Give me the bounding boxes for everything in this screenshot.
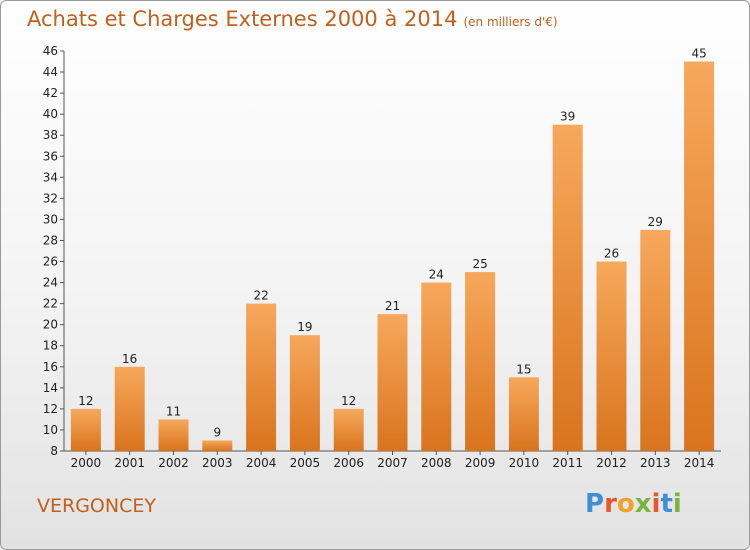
- y-tick-label: 26: [43, 255, 58, 269]
- bar: [333, 408, 364, 451]
- bar: [377, 314, 408, 451]
- x-tick-label: 2014: [684, 456, 715, 470]
- x-tick-label: 2000: [71, 456, 102, 470]
- x-tick-label: 2012: [596, 456, 627, 470]
- bar: [289, 335, 320, 451]
- x-tick-label: 2003: [202, 456, 233, 470]
- logo-letter: t: [660, 489, 673, 519]
- y-tick-label: 34: [43, 170, 58, 184]
- bar: [596, 261, 627, 451]
- x-tick-label: 2009: [465, 456, 496, 470]
- data-label: 24: [429, 268, 444, 282]
- bar: [202, 440, 233, 451]
- bar: [508, 377, 539, 451]
- y-tick-label: 20: [43, 318, 58, 332]
- y-tick-label: 18: [43, 339, 58, 353]
- y-tick-label: 36: [43, 149, 58, 163]
- y-tick-label: 38: [43, 128, 58, 142]
- bar: [640, 229, 671, 451]
- data-label: 12: [78, 394, 93, 408]
- x-tick-label: 2004: [246, 456, 277, 470]
- y-tick-label: 12: [43, 402, 58, 416]
- x-tick-label: 2002: [158, 456, 189, 470]
- data-label: 11: [166, 404, 181, 418]
- chart-subtitle: (en milliers d'€): [463, 15, 558, 29]
- data-label: 25: [472, 257, 487, 271]
- y-tick-label: 42: [43, 86, 58, 100]
- proxiti-logo: Proxiti: [585, 489, 682, 519]
- logo-letter: x: [634, 489, 652, 519]
- bar: [246, 303, 277, 451]
- x-tick-label: 2006: [333, 456, 364, 470]
- logo-letter: P: [585, 489, 605, 519]
- bar: [421, 282, 452, 451]
- logo-letter: r: [604, 489, 617, 519]
- y-tick-label: 24: [43, 276, 58, 290]
- data-label: 16: [122, 352, 137, 366]
- y-tick-label: 28: [43, 233, 58, 247]
- data-label: 9: [213, 425, 221, 439]
- bar: [552, 124, 583, 452]
- bar: [465, 272, 496, 451]
- x-tick-label: 2007: [377, 456, 408, 470]
- y-tick-label: 46: [43, 44, 58, 58]
- x-tick-label: 2010: [509, 456, 540, 470]
- y-tick-label: 44: [43, 65, 58, 79]
- y-tick-label: 8: [50, 444, 58, 458]
- logo-letter: i: [672, 489, 682, 519]
- bar: [684, 61, 715, 452]
- data-label: 19: [297, 320, 312, 334]
- data-label: 15: [516, 362, 531, 376]
- data-label: 39: [560, 110, 575, 124]
- logo-letter: o: [616, 489, 635, 519]
- data-label: 21: [385, 299, 400, 313]
- y-tick-label: 40: [43, 107, 58, 121]
- x-tick-label: 2013: [640, 456, 671, 470]
- y-tick-label: 14: [43, 381, 58, 395]
- bar: [158, 419, 189, 451]
- x-tick-label: 2005: [290, 456, 321, 470]
- y-tick-label: 30: [43, 212, 58, 226]
- x-tick-label: 2011: [552, 456, 583, 470]
- x-tick-label: 2001: [114, 456, 145, 470]
- bar: [70, 408, 101, 451]
- y-tick-label: 10: [43, 423, 58, 437]
- x-tick-label: 2008: [421, 456, 452, 470]
- data-label: 12: [341, 394, 356, 408]
- bar: [114, 366, 145, 451]
- chart-title: Achats et Charges Externes 2000 à 2014 (e…: [27, 7, 558, 31]
- logo-letter: i: [651, 489, 661, 519]
- y-tick-label: 22: [43, 297, 58, 311]
- data-label: 26: [604, 247, 619, 261]
- data-label: 29: [648, 215, 663, 229]
- data-label: 22: [253, 289, 268, 303]
- y-tick-label: 32: [43, 191, 58, 205]
- y-tick-label: 16: [43, 360, 58, 374]
- commune-name: VERGONCEY: [37, 495, 156, 517]
- data-label: 45: [691, 47, 706, 61]
